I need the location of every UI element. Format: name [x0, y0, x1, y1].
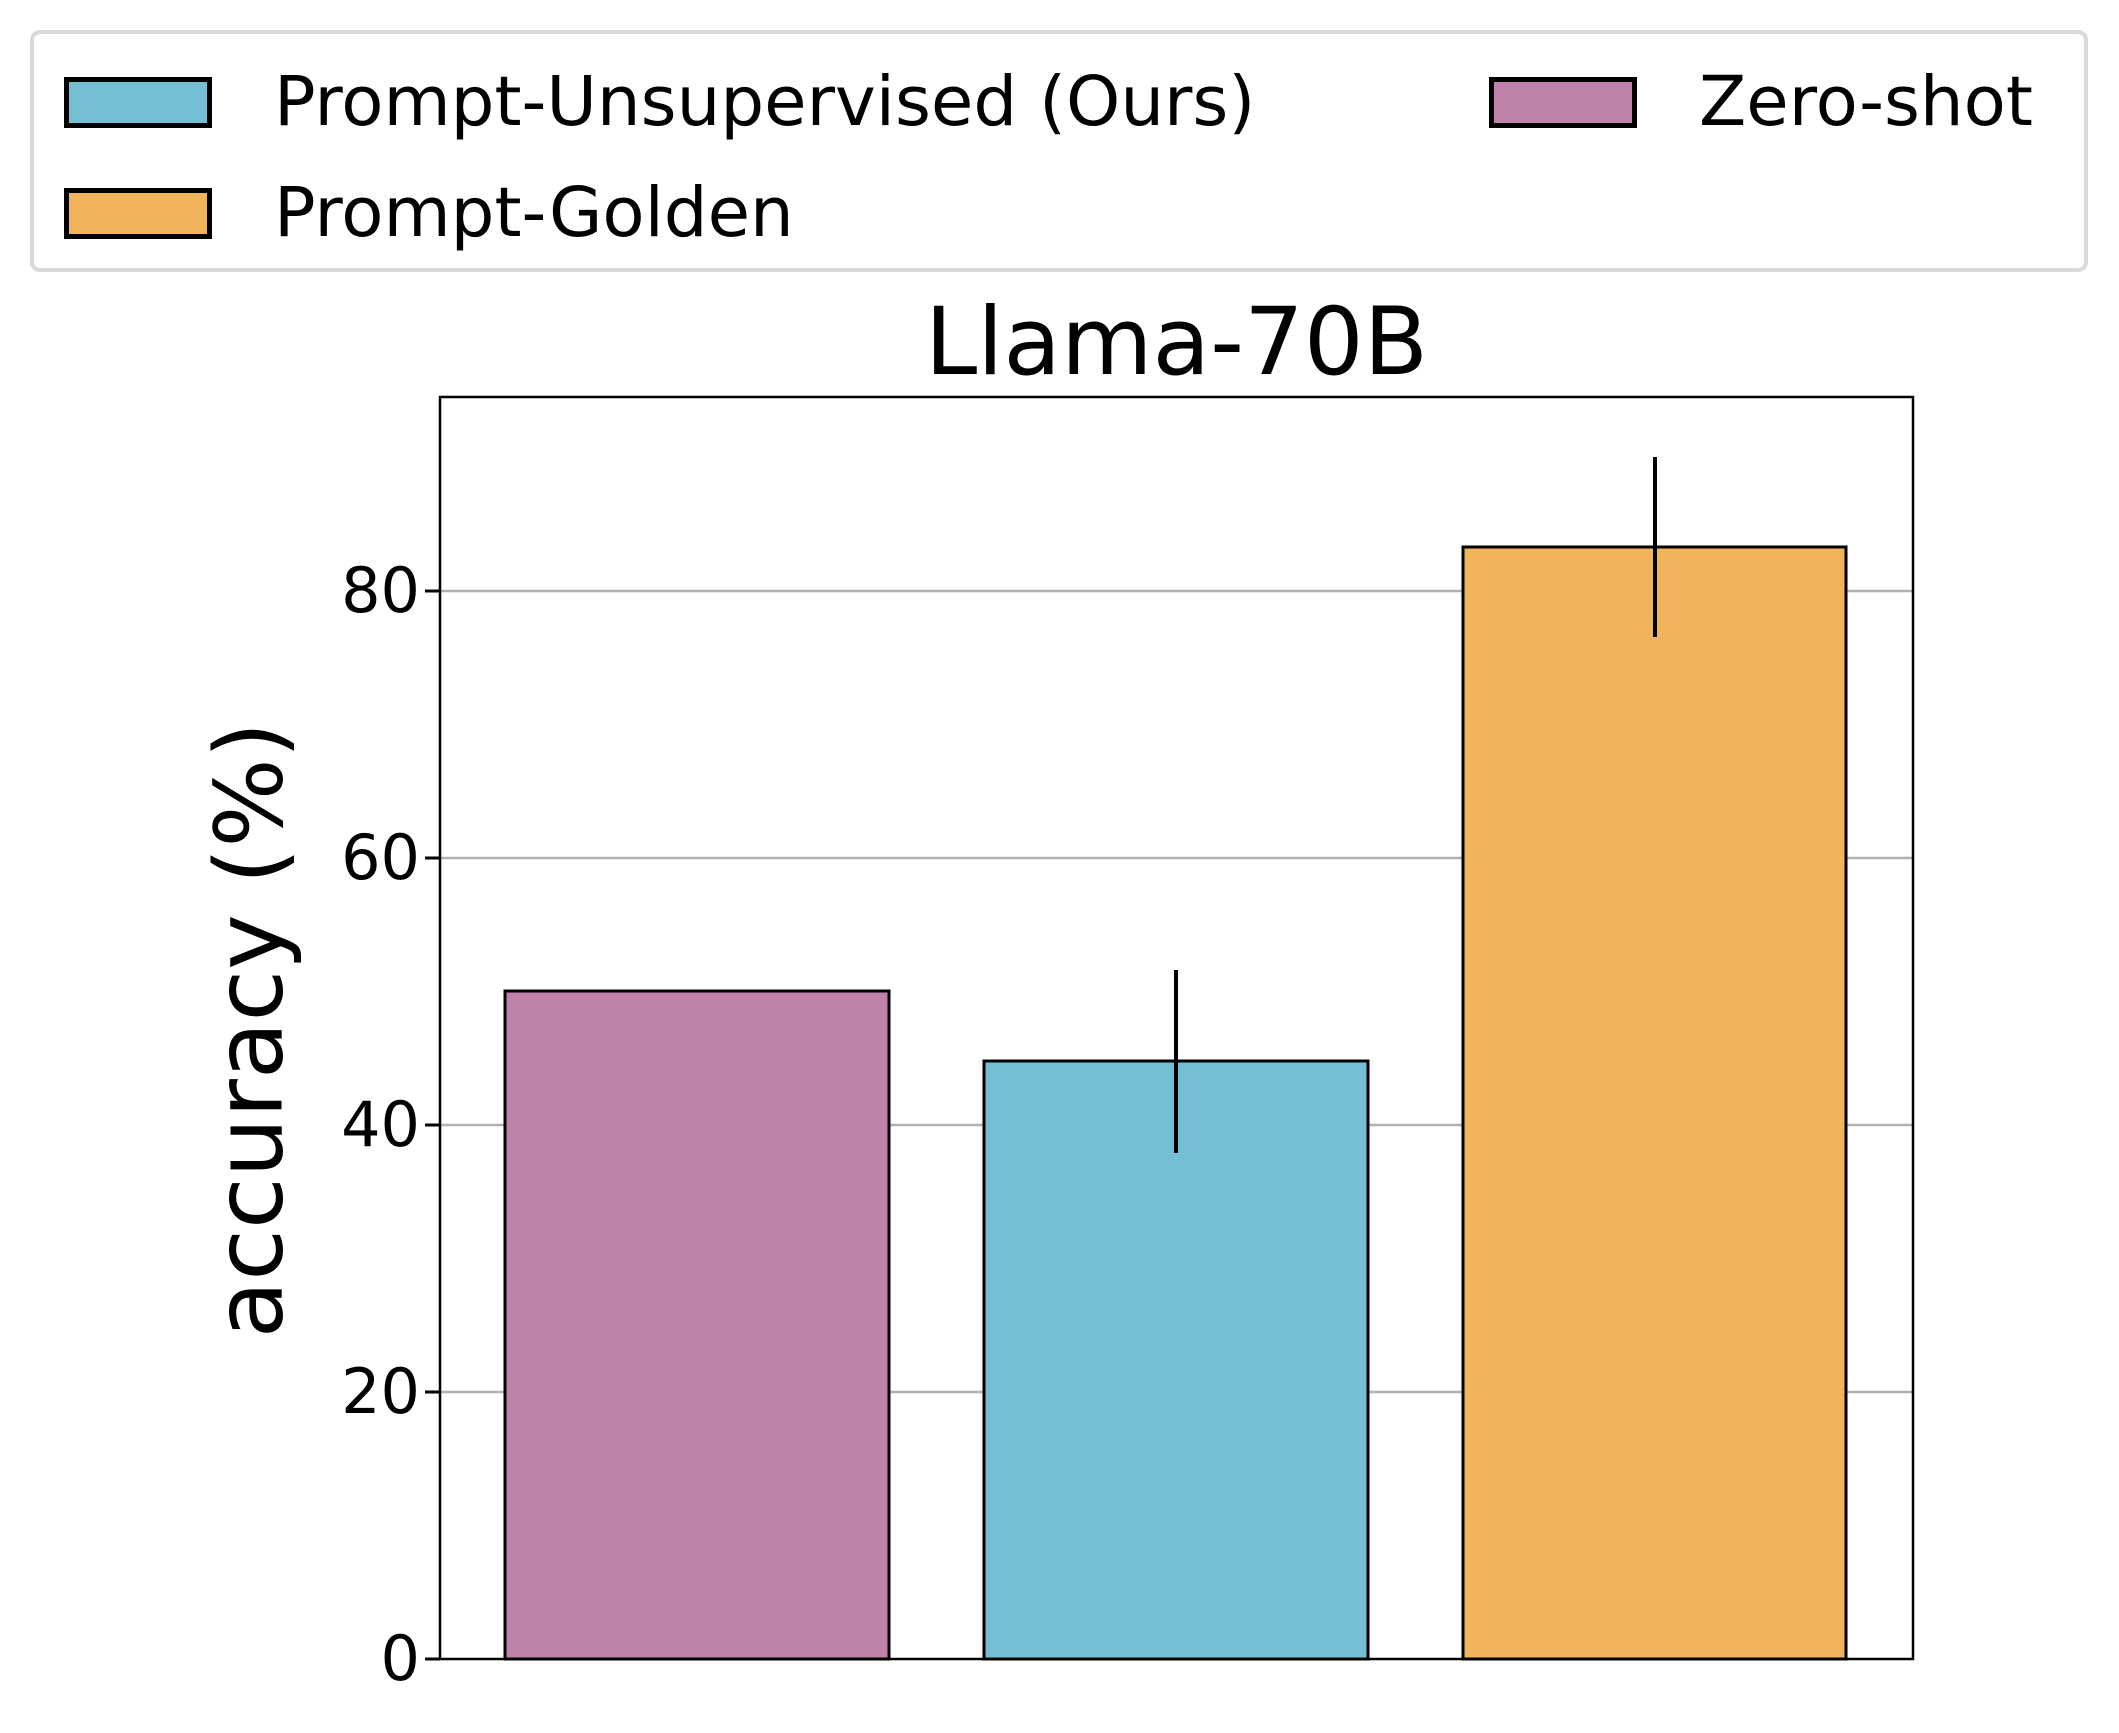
- legend-item-unsupervised: Prompt-Unsupervised (Ours): [64, 68, 1255, 137]
- bar-prompt-golden: [1461, 545, 1848, 1661]
- legend-item-golden: Prompt-Golden: [64, 179, 794, 248]
- chart-title: Llama-70B: [924, 288, 1429, 397]
- legend-swatch: [1489, 77, 1637, 128]
- y-tick-label: 60: [341, 821, 420, 894]
- legend-swatch: [64, 77, 212, 128]
- y-tick-label: 0: [380, 1622, 420, 1695]
- y-ticks: [425, 589, 440, 1661]
- y-tick-label: 40: [341, 1088, 420, 1161]
- legend-label: Zero-shot: [1699, 62, 2033, 142]
- y-tick-label: 20: [341, 1355, 420, 1428]
- y-tick-label: 80: [341, 554, 420, 627]
- legend-label: Prompt-Unsupervised (Ours): [274, 62, 1256, 142]
- legend-swatch: [64, 188, 212, 239]
- legend-item-zero-shot: Zero-shot: [1489, 68, 2033, 137]
- bar-prompt-unsupervised: [982, 1059, 1370, 1661]
- legend: Prompt-Unsupervised (Ours) Zero-shot Pro…: [30, 30, 2088, 272]
- axes-frame: [438, 395, 1915, 1661]
- legend-label: Prompt-Golden: [274, 173, 794, 253]
- bar-zero-shot: [503, 989, 891, 1661]
